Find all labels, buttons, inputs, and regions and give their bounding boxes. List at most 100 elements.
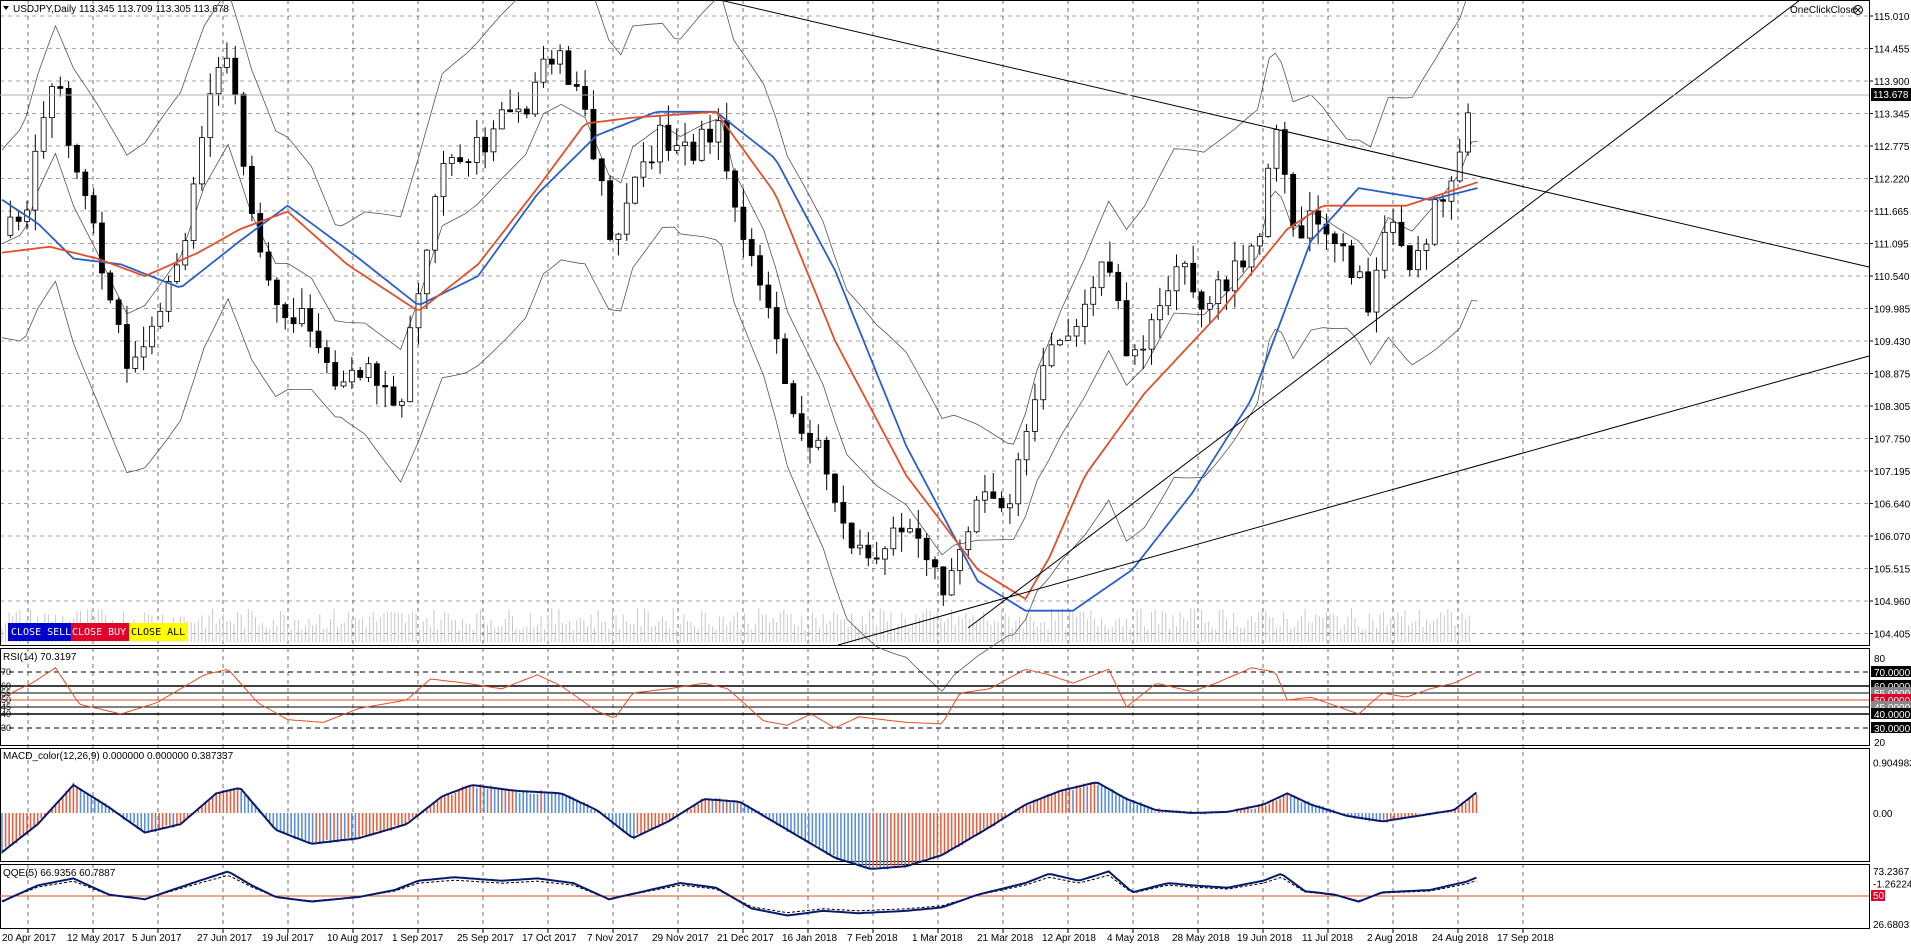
time-tick-label: 27 Jun 2017 [197, 933, 252, 944]
candle-body [1315, 210, 1322, 225]
rsi-axis-tag [1871, 701, 1911, 712]
bollinger-bands [1, 0, 1478, 692]
time-tick-label: 17 Sep 2018 [1497, 933, 1554, 944]
candle-body [323, 347, 330, 363]
time-tick-label: 16 Jan 2018 [782, 933, 837, 944]
candle-body [890, 527, 897, 550]
close-sell-button[interactable]: CLOSE SELL [8, 623, 71, 641]
macd-pane-border [0, 748, 1870, 862]
candle-body [982, 491, 988, 501]
macd-label: MACD_color(12,26,9) 0.000000 0.000000 0.… [3, 751, 234, 762]
candle-body [398, 401, 405, 406]
moving-average-fast [1, 110, 1478, 601]
volume-bars [1, 608, 1470, 642]
candle-body [765, 284, 772, 308]
time-tick-label: 25 Sep 2017 [457, 933, 514, 944]
candle-body [240, 93, 247, 167]
rsi-label: RSI(14) 70.3197 [3, 652, 77, 663]
candle-body [498, 109, 505, 130]
rsi-left-label: 30 [1, 723, 11, 733]
candle-body [1015, 459, 1022, 505]
candle-body [965, 531, 972, 551]
chart-menu-triangle-icon[interactable] [3, 6, 9, 10]
price-tick-label: 113.900 [1874, 77, 1910, 88]
main-pane-border [0, 0, 1870, 646]
candle-body [990, 491, 997, 499]
time-tick-label: 2 Aug 2018 [1367, 933, 1418, 944]
candle-body [1007, 503, 1013, 509]
time-axis[interactable]: 20 Apr 2017 12 May 2017 5 Jun 2017 27 Jun 2… [2, 929, 1554, 944]
candle-body [265, 251, 272, 281]
time-tick-label: 7 Feb 2018 [847, 933, 898, 944]
close-all-button[interactable]: CLOSE ALL [129, 623, 188, 641]
macd-histogram [1, 782, 1478, 870]
candle-body [157, 310, 164, 327]
rsi-line [1, 667, 1477, 728]
candle-body [99, 222, 105, 274]
price-tick-label: 108.305 [1874, 402, 1911, 413]
bollinger-upper [1, 0, 1467, 445]
current-price-marker: 113.678 [1871, 88, 1911, 101]
candle-body [382, 385, 389, 388]
time-tick-label: 10 Aug 2017 [327, 933, 384, 944]
candle-body [1173, 266, 1180, 292]
trendline-descending[interactable] [719, 0, 1870, 268]
candle-body [640, 161, 647, 178]
close-buy-label: CLOSE BUY [72, 627, 126, 638]
candle-body [807, 432, 813, 448]
candle-body [673, 145, 680, 151]
time-tick-label: 21 Mar 2018 [977, 933, 1034, 944]
candle-body [1340, 243, 1347, 247]
trendline-ascending-shallow[interactable] [837, 355, 1870, 646]
candle-body [215, 66, 222, 95]
candle-body [815, 439, 822, 448]
candle-body [224, 57, 230, 68]
candle-body [1240, 260, 1247, 268]
candle-body [1156, 305, 1163, 321]
time-tick-label: 21 Dec 2017 [717, 933, 774, 944]
candle-body [715, 120, 722, 143]
qqe-axis-label: 50 [1873, 891, 1885, 902]
candle-body [373, 363, 380, 386]
candle-body [1106, 261, 1113, 273]
candle-body [790, 383, 797, 415]
candle-body [882, 548, 888, 560]
rsi-axis-label: 20 [1874, 738, 1886, 749]
candle-body [598, 158, 605, 182]
one-click-close-label[interactable]: OneClickClose [1790, 5, 1857, 16]
candle-body [590, 108, 597, 160]
qqe-50-tag [1871, 890, 1885, 901]
candle-body [165, 281, 172, 312]
candle-body [415, 293, 422, 329]
candle-body [1440, 199, 1446, 202]
rsi-pane-border [0, 648, 1870, 746]
candle-body [1165, 290, 1172, 307]
candle-body [273, 279, 280, 306]
rsi-axis: 8070.000060.000055.000050.000045.000040.… [1871, 654, 1911, 749]
rsi-axis-label: 70.0000 [1874, 668, 1911, 679]
candle-body [1248, 245, 1255, 268]
price-axis[interactable]: 115.010 114.455 113.900 113.345 112.775 112.2… [1869, 12, 1911, 641]
candle-body [573, 84, 580, 87]
candle-body [490, 128, 497, 153]
close-circle-icon[interactable] [1853, 5, 1863, 15]
candle-body [257, 213, 264, 253]
candle-body [682, 141, 688, 146]
trendline-ascending-steep[interactable] [967, 0, 1801, 629]
candle-body [290, 317, 297, 325]
rsi-axis-tag [1871, 708, 1911, 719]
time-tick-label: 28 May 2018 [1172, 933, 1230, 944]
price-tick-label: 106.070 [1874, 532, 1911, 543]
candle-body [282, 304, 289, 319]
candle-body [1032, 399, 1038, 432]
candle-body [998, 498, 1005, 509]
price-tick-label: 107.750 [1874, 435, 1911, 446]
candle-body [49, 86, 55, 119]
candle-body [1256, 236, 1263, 247]
candle-body [507, 109, 514, 113]
candle-body [107, 272, 114, 301]
close-buy-button[interactable]: CLOSE BUY [71, 623, 129, 641]
candle-body [440, 163, 447, 198]
